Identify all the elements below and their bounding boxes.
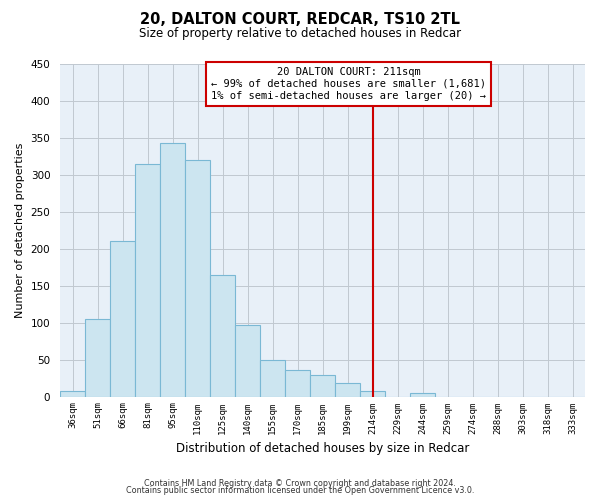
Bar — [260, 360, 285, 397]
Bar — [135, 164, 160, 396]
Bar — [235, 325, 260, 396]
Bar — [310, 375, 335, 396]
Bar — [285, 370, 310, 396]
Bar — [360, 390, 385, 396]
X-axis label: Distribution of detached houses by size in Redcar: Distribution of detached houses by size … — [176, 442, 469, 455]
Bar — [410, 393, 435, 396]
Bar — [60, 392, 85, 396]
Text: 20, DALTON COURT, REDCAR, TS10 2TL: 20, DALTON COURT, REDCAR, TS10 2TL — [140, 12, 460, 28]
Bar — [85, 319, 110, 396]
Bar — [210, 274, 235, 396]
Y-axis label: Number of detached properties: Number of detached properties — [15, 142, 25, 318]
Bar — [185, 160, 210, 396]
Bar — [335, 384, 360, 396]
Text: Contains public sector information licensed under the Open Government Licence v3: Contains public sector information licen… — [126, 486, 474, 495]
Text: Size of property relative to detached houses in Redcar: Size of property relative to detached ho… — [139, 28, 461, 40]
Text: 20 DALTON COURT: 211sqm
← 99% of detached houses are smaller (1,681)
1% of semi-: 20 DALTON COURT: 211sqm ← 99% of detache… — [211, 68, 486, 100]
Bar — [160, 143, 185, 397]
Bar — [110, 242, 135, 396]
Text: Contains HM Land Registry data © Crown copyright and database right 2024.: Contains HM Land Registry data © Crown c… — [144, 478, 456, 488]
